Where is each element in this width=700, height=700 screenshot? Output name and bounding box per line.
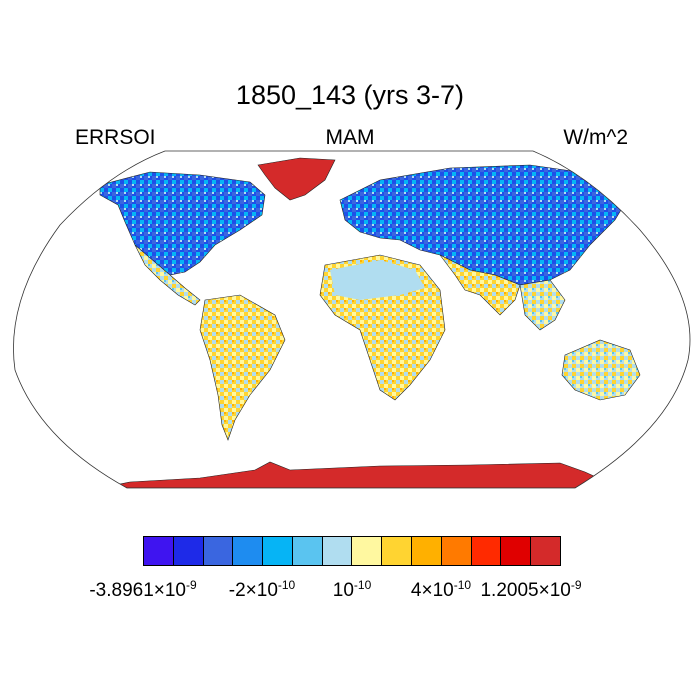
units-label: W/m^2 <box>563 126 628 149</box>
australia <box>561 339 641 401</box>
antarctica <box>99 461 621 488</box>
greenland <box>257 157 336 201</box>
variable-label: ERRSOI <box>75 126 156 149</box>
colorbar-box <box>322 537 353 565</box>
colorbar-label: 10-10 <box>332 578 372 601</box>
colorbar <box>143 536 561 566</box>
colorbar-box <box>412 537 442 565</box>
central-america <box>134 244 201 306</box>
colorbar-label: -2×10-10 <box>228 578 296 601</box>
map-title: 1850_143 (yrs 3-7) <box>235 80 465 110</box>
colorbar-label: -3.8961×10-9 <box>89 578 197 601</box>
colorbar-box <box>501 537 532 565</box>
colorbar-box <box>173 537 204 565</box>
colorbar-box <box>233 537 264 565</box>
colorbar-label: 1.2005×10-9 <box>480 578 582 601</box>
colorbar-box <box>471 537 502 565</box>
colorbar-box <box>203 537 234 565</box>
globe-outline <box>13 150 691 489</box>
southeast-asia <box>519 279 566 331</box>
colorbar-box <box>292 537 323 565</box>
season-label: MAM <box>325 126 375 149</box>
colorbar-box <box>531 537 560 565</box>
colorbar-box <box>263 537 293 565</box>
south-asia <box>439 254 521 316</box>
sahara <box>330 260 425 300</box>
north-america <box>99 171 266 276</box>
colorbar-box <box>352 537 383 565</box>
south-america <box>199 294 286 441</box>
colorbar-box <box>441 537 472 565</box>
colorbar-label: 4×10-10 <box>410 578 472 601</box>
colorbar-box <box>144 537 174 565</box>
colorbar-box <box>382 537 413 565</box>
